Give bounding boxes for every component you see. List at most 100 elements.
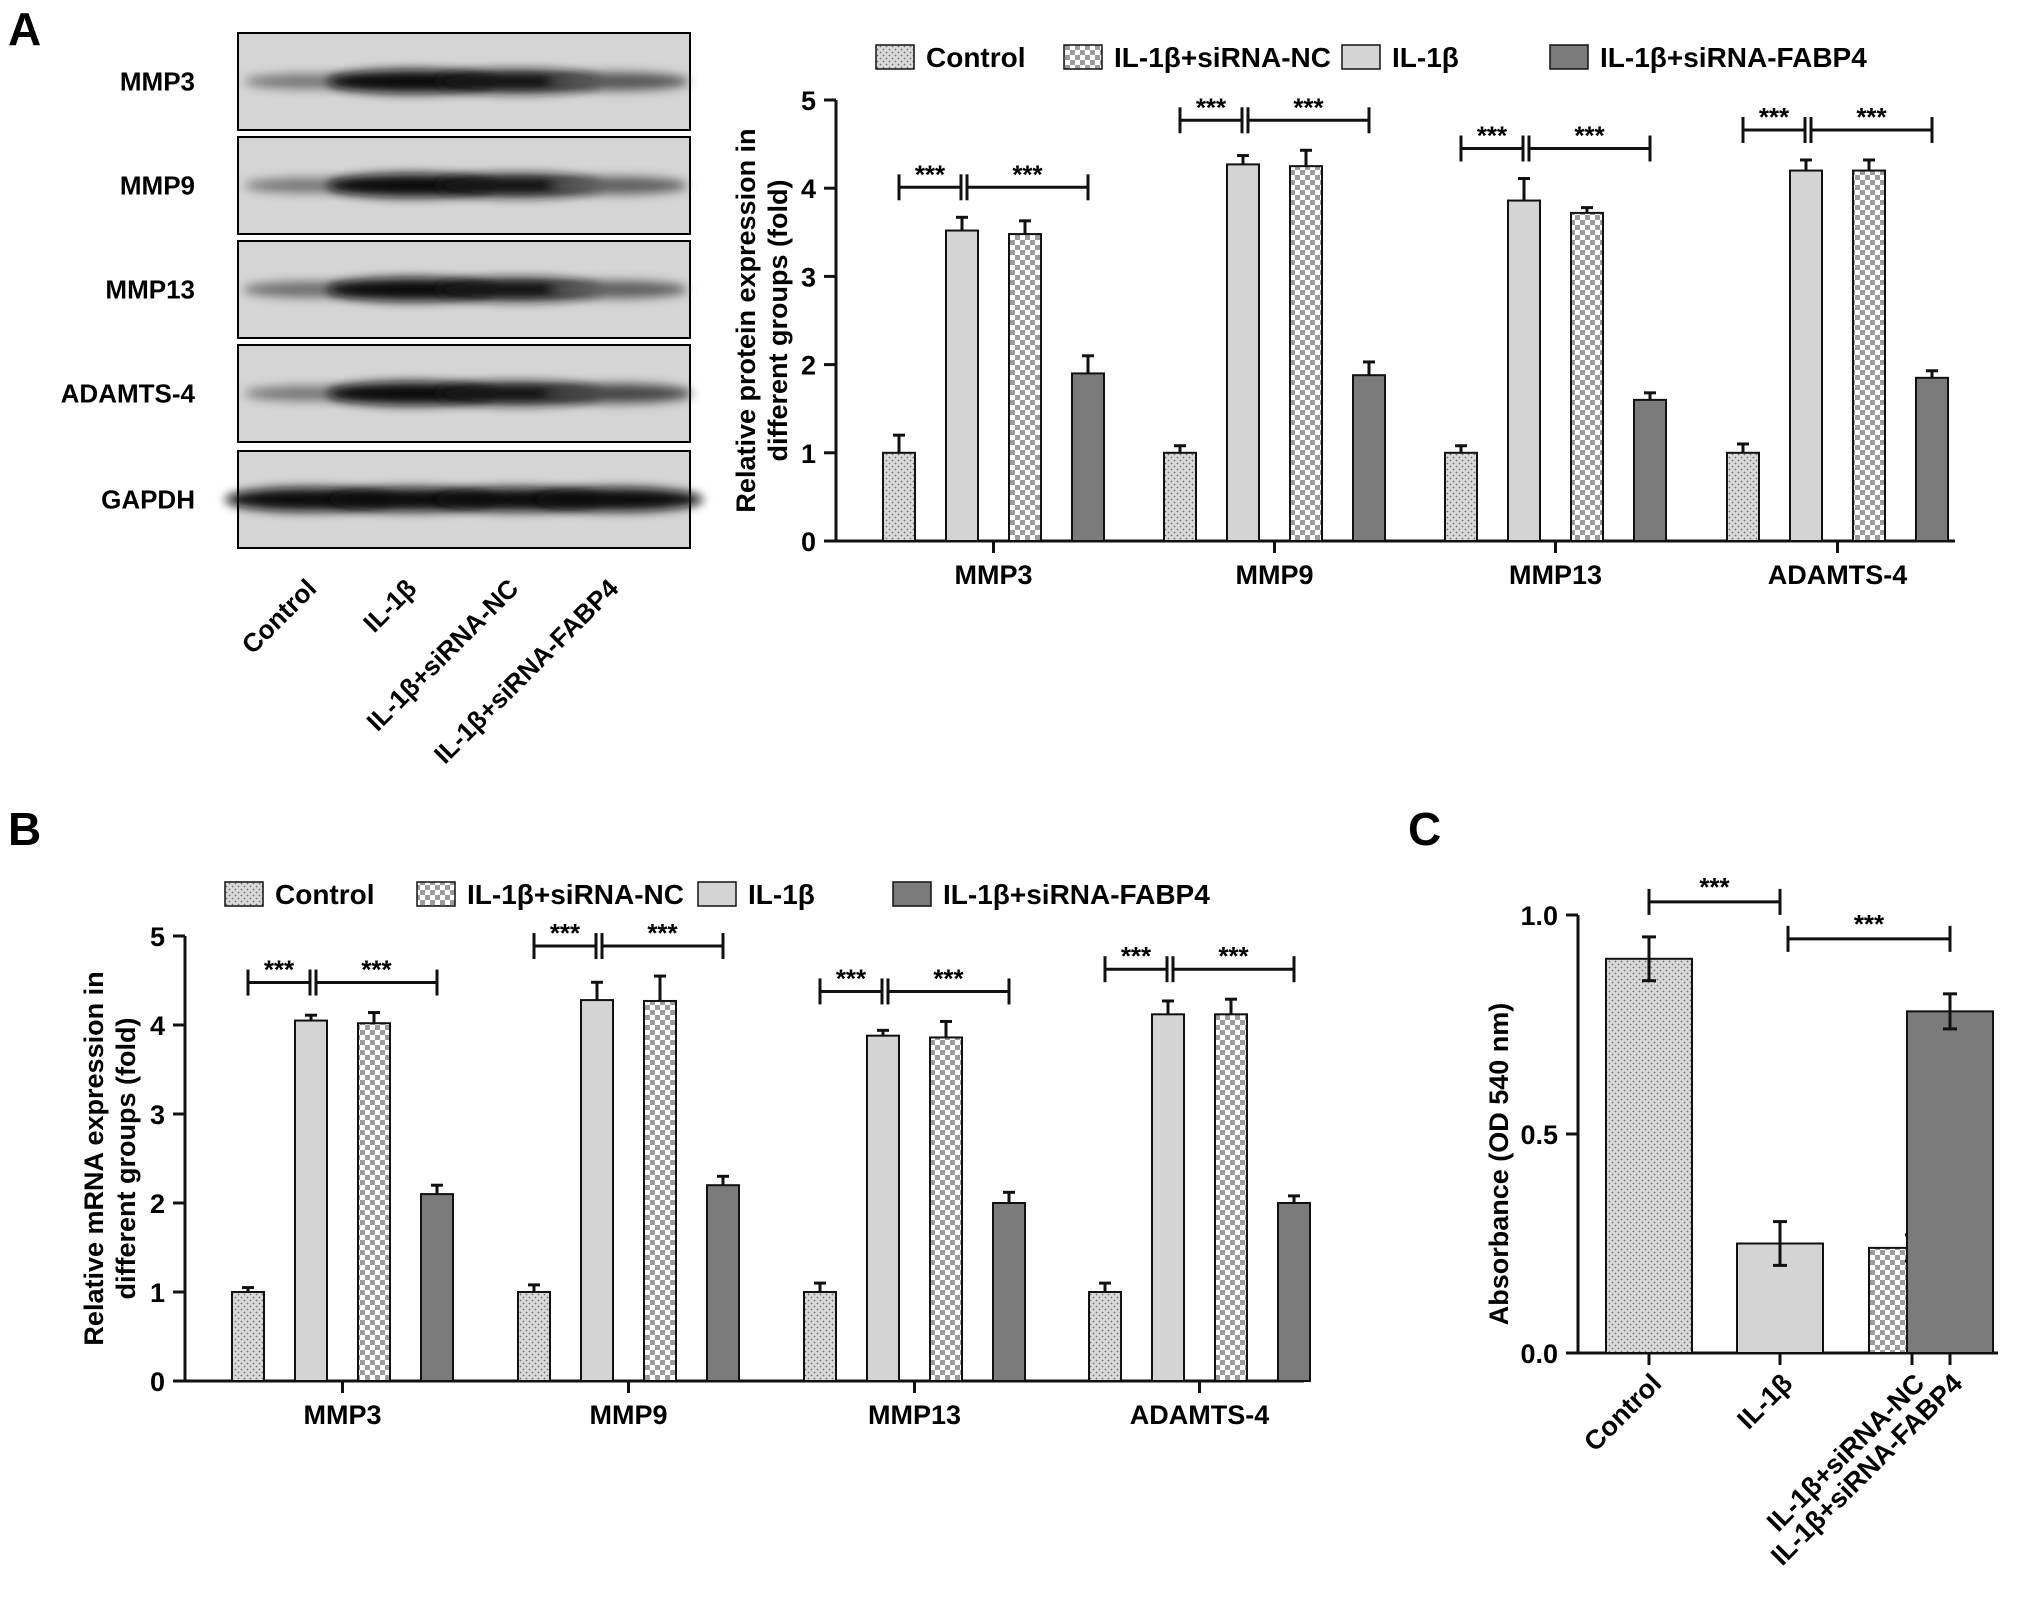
legend-swatch-il-1 (697, 881, 737, 907)
bar-mmp9-control (517, 1291, 551, 1382)
legend-swatch-il-1-sirna-nc (1063, 44, 1103, 70)
y-tick-label: 4 (801, 174, 816, 204)
x-tick-label: MMP13 (1509, 560, 1602, 590)
legend-label-il-1-sirna-nc: IL-1β+siRNA-NC (467, 879, 684, 910)
y-axis-title: different groups (fold) (763, 180, 793, 462)
bar-mmp3-il-1-sirna-fabp4 (420, 1193, 454, 1382)
y-axis-title: Relative protein expression in (731, 128, 761, 512)
x-tick-label: Control (1578, 1368, 1667, 1457)
bar-mmp9-il-1-sirna-fabp4 (1352, 374, 1386, 542)
bar-mmp13-il-1-sirna-fabp4 (1633, 398, 1667, 542)
legend-swatch-il-1-sirna-fabp4 (1549, 44, 1589, 70)
sig-label: *** (1012, 159, 1043, 189)
sig-label: *** (264, 955, 295, 985)
legend-label-il-1: IL-1β (1392, 42, 1459, 73)
x-tick-label: ADAMTS-4 (1768, 560, 1908, 590)
y-tick-label: 5 (150, 922, 165, 952)
chart-protein-expression: Control IL-1β+siRNA-NC IL-1β IL-1β+siRNA-FA… (731, 42, 1955, 590)
bar-adamts-4-il-1 (1151, 1013, 1185, 1382)
bar-control (1605, 957, 1693, 1354)
bar-mmp3-il-1-sirna-nc (357, 1022, 391, 1382)
sig-label: *** (1854, 909, 1885, 939)
x-tick-label: ADAMTS-4 (1130, 1400, 1270, 1430)
y-tick-label: 3 (801, 262, 816, 292)
panel-label-c: C (1408, 803, 1441, 855)
bar-mmp9-il-1 (1226, 163, 1260, 543)
sig-label: *** (836, 963, 867, 993)
legend-label-il-1-sirna-fabp4: IL-1β+siRNA-FABP4 (1600, 42, 1867, 73)
panel-label-b: B (8, 803, 41, 855)
x-tick-label: MMP3 (954, 560, 1032, 590)
x-tick-label: MMP9 (1235, 560, 1313, 590)
blot-protein-label: MMP3 (120, 67, 195, 97)
bar-mmp9-il-1 (580, 999, 614, 1383)
blot-band (434, 173, 602, 198)
sig-label: *** (1196, 92, 1227, 122)
legend-swatch-il-1 (1341, 44, 1381, 70)
bar-mmp3-il-1-sirna-nc (1008, 233, 1042, 542)
sig-label: *** (1477, 120, 1508, 150)
sig-label: *** (1699, 872, 1730, 902)
x-tick-label: MMP3 (303, 1400, 381, 1430)
legend-swatch-il-1-sirna-nc (416, 881, 456, 907)
blot-lane-label: Control (236, 573, 323, 660)
sig-label: *** (1759, 102, 1790, 132)
chart-absorbance: 0.0 0.5 1.0 Absorbance (OD 540 nm) Control IL… (1484, 872, 1998, 1571)
blot-protein-label: MMP13 (105, 275, 195, 305)
y-tick-label: 4 (150, 1011, 165, 1041)
blot-protein-label: ADAMTS-4 (61, 379, 196, 409)
bar-il-1-sirna-fabp4 (1906, 1010, 1994, 1354)
legend-label-il-1-sirna-nc: IL-1β+siRNA-NC (1114, 42, 1331, 73)
y-tick-label: 2 (801, 351, 816, 381)
sig-label: *** (1856, 102, 1887, 132)
bar-mmp13-control (803, 1291, 837, 1382)
x-tick-label: MMP9 (589, 1400, 667, 1430)
bar-mmp13-il-1-sirna-fabp4 (992, 1202, 1026, 1382)
legend-swatch-il-1-sirna-fabp4 (892, 881, 932, 907)
bar-mmp3-il-1 (945, 229, 979, 542)
bar-mmp3-il-1 (294, 1019, 328, 1382)
y-tick-label: 1.0 (1520, 901, 1558, 931)
sig-label: *** (1218, 941, 1249, 971)
blot-band (434, 277, 602, 302)
sig-label: *** (1293, 92, 1324, 122)
bar-mmp13-control (1444, 451, 1478, 542)
western-blot: MMP3 MMP9 MMP13 ADAMTS-4 GAPDH Control IL-1βIL… (61, 32, 703, 770)
blot-band (548, 176, 688, 195)
bar-adamts-4-il-1-sirna-nc (1214, 1013, 1248, 1382)
blot-lane-label: IL-1β (357, 573, 422, 638)
legend-label-control: Control (926, 42, 1026, 73)
blot-band (434, 69, 602, 94)
blot-band (548, 280, 688, 299)
bar-mmp3-control (231, 1291, 265, 1382)
sig-label: *** (550, 918, 581, 948)
sig-label: *** (647, 918, 678, 948)
blot-band (543, 383, 693, 404)
bar-mmp9-control (1163, 451, 1197, 542)
bar-mmp13-il-1 (866, 1034, 900, 1383)
legend-label-control: Control (275, 879, 375, 910)
y-tick-label: 3 (150, 1100, 165, 1130)
x-tick-label: MMP13 (868, 1400, 961, 1430)
y-axis-title: Relative mRNA expression in (79, 971, 109, 1345)
blot-band (533, 487, 703, 512)
bar-adamts-4-il-1-sirna-nc (1852, 169, 1886, 542)
bar-mmp13-il-1 (1507, 199, 1541, 542)
blot-lane-label: IL-1β+siRNA-FABP4 (428, 573, 625, 770)
x-tick-label: IL-1β+siRNA-FABP4 (1765, 1368, 1968, 1571)
legend-label-il-1-sirna-fabp4: IL-1β+siRNA-FABP4 (943, 879, 1210, 910)
sig-label: *** (933, 963, 964, 993)
blot-protein-label: GAPDH (101, 485, 195, 515)
y-tick-label: 5 (801, 86, 816, 116)
sig-label: *** (1574, 120, 1605, 150)
y-tick-label: 2 (150, 1189, 165, 1219)
y-tick-label: 1 (150, 1278, 165, 1308)
legend-label-il-1: IL-1β (748, 879, 815, 910)
bar-adamts-4-control (1726, 451, 1760, 542)
sig-label: *** (361, 955, 392, 985)
chart-mrna-expression: Control IL-1β+siRNA-NC IL-1β IL-1β+siRNA-FA… (79, 879, 1311, 1430)
sig-label: *** (915, 159, 946, 189)
y-tick-label: 0 (150, 1367, 165, 1397)
bar-adamts-4-il-1-sirna-fabp4 (1277, 1202, 1311, 1382)
